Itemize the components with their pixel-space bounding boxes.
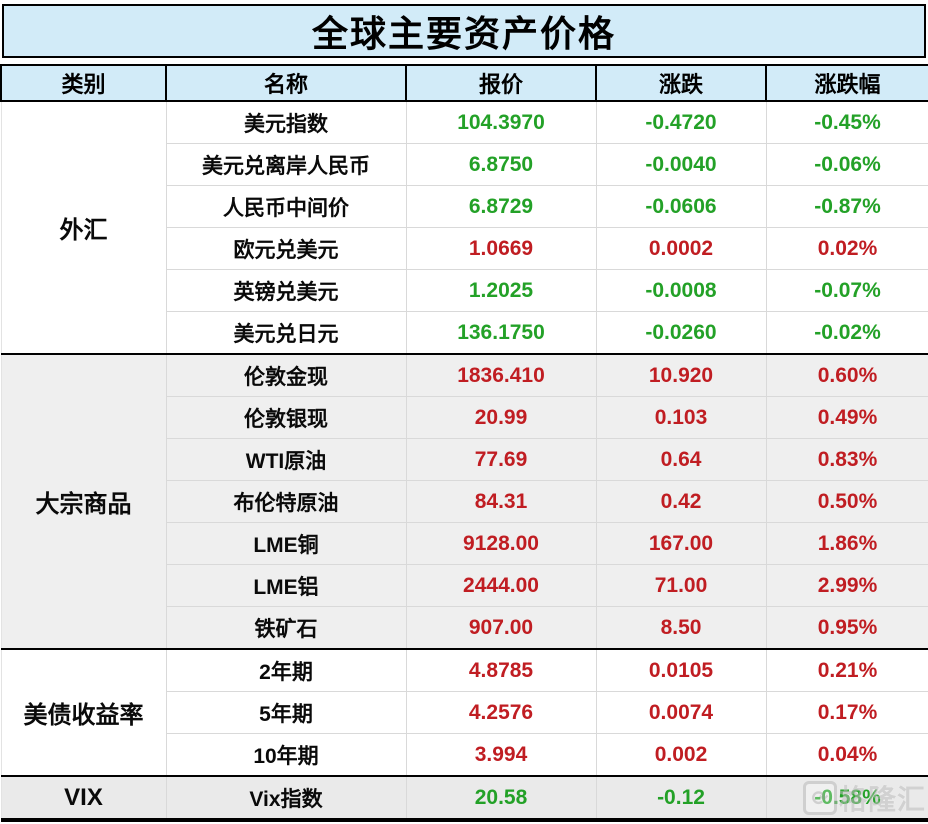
quote-cell: 1.2025	[406, 269, 597, 312]
change-cell: 0.103	[596, 396, 767, 439]
change-pct-cell: -0.06%	[766, 143, 928, 186]
change-pct-cell: 0.50%	[766, 480, 928, 523]
table-row: 美元兑日元 136.1750 -0.0260 -0.02%	[1, 311, 928, 355]
table-row: 10年期 3.994 0.002 0.04%	[1, 733, 928, 777]
quote-cell: 907.00	[406, 606, 597, 650]
table-row: VIX Vix指数 20.58 -0.12 -0.58%	[1, 776, 928, 822]
name-cell: 伦敦金现	[166, 354, 407, 397]
name-cell: Vix指数	[166, 776, 407, 822]
page-title: 全球主要资产价格	[311, 13, 616, 54]
change-pct-cell: -0.87%	[766, 185, 928, 228]
table-row: WTI原油 77.69 0.64 0.83%	[1, 438, 928, 481]
change-pct-cell: 0.02%	[766, 227, 928, 270]
table-row: LME铝 2444.00 71.00 2.99%	[1, 564, 928, 607]
quote-cell: 9128.00	[406, 522, 597, 565]
name-cell: 人民币中间价	[166, 185, 407, 228]
change-cell: 0.0002	[596, 227, 767, 270]
change-cell: -0.0260	[596, 311, 767, 355]
table-row: 人民币中间价 6.8729 -0.0606 -0.87%	[1, 185, 928, 228]
quote-cell: 84.31	[406, 480, 597, 523]
change-pct-cell: -0.02%	[766, 311, 928, 355]
quote-cell: 1.0669	[406, 227, 597, 270]
category-cell: 外汇	[1, 101, 167, 355]
change-cell: 0.0105	[596, 649, 767, 692]
change-pct-cell: 2.99%	[766, 564, 928, 607]
header-row: 类别 名称 报价 涨跌 涨跌幅	[0, 64, 928, 102]
change-pct-cell: -0.45%	[766, 101, 928, 144]
change-cell: 71.00	[596, 564, 767, 607]
change-cell: -0.4720	[596, 101, 767, 144]
table-row: 伦敦银现 20.99 0.103 0.49%	[1, 396, 928, 439]
name-cell: WTI原油	[166, 438, 407, 481]
name-cell: 欧元兑美元	[166, 227, 407, 270]
change-cell: 0.002	[596, 733, 767, 777]
quote-cell: 104.3970	[406, 101, 597, 144]
category-cell: VIX	[1, 776, 167, 822]
change-pct-cell: 0.83%	[766, 438, 928, 481]
name-cell: 美元兑离岸人民币	[166, 143, 407, 186]
name-cell: 2年期	[166, 649, 407, 692]
column-header: 涨跌幅	[765, 64, 928, 102]
name-cell: 10年期	[166, 733, 407, 777]
table-row: 美元兑离岸人民币 6.8750 -0.0040 -0.06%	[1, 143, 928, 186]
change-pct-cell: -0.58%	[766, 776, 928, 822]
change-cell: 0.42	[596, 480, 767, 523]
quote-cell: 136.1750	[406, 311, 597, 355]
table-row: 铁矿石 907.00 8.50 0.95%	[1, 606, 928, 650]
name-cell: LME铝	[166, 564, 407, 607]
name-cell: LME铜	[166, 522, 407, 565]
quote-cell: 6.8750	[406, 143, 597, 186]
quote-cell: 4.2576	[406, 691, 597, 734]
change-pct-cell: 0.04%	[766, 733, 928, 777]
name-cell: 美元兑日元	[166, 311, 407, 355]
name-cell: 美元指数	[166, 101, 407, 144]
change-cell: 0.64	[596, 438, 767, 481]
table-row: 5年期 4.2576 0.0074 0.17%	[1, 691, 928, 734]
change-cell: -0.0008	[596, 269, 767, 312]
change-pct-cell: 0.21%	[766, 649, 928, 692]
change-pct-cell: 0.49%	[766, 396, 928, 439]
quote-cell: 20.99	[406, 396, 597, 439]
name-cell: 铁矿石	[166, 606, 407, 650]
change-pct-cell: -0.07%	[766, 269, 928, 312]
table-row: 欧元兑美元 1.0669 0.0002 0.02%	[1, 227, 928, 270]
quote-cell: 77.69	[406, 438, 597, 481]
quote-cell: 1836.410	[406, 354, 597, 397]
quote-cell: 2444.00	[406, 564, 597, 607]
name-cell: 布伦特原油	[166, 480, 407, 523]
change-cell: -0.0040	[596, 143, 767, 186]
category-cell: 大宗商品	[1, 354, 167, 650]
quote-cell: 3.994	[406, 733, 597, 777]
quote-cell: 4.8785	[406, 649, 597, 692]
name-cell: 英镑兑美元	[166, 269, 407, 312]
change-pct-cell: 0.60%	[766, 354, 928, 397]
change-cell: 167.00	[596, 522, 767, 565]
change-cell: -0.0606	[596, 185, 767, 228]
column-header: 名称	[165, 64, 407, 102]
column-header: 类别	[0, 64, 167, 102]
table-row: 美债收益率 2年期 4.8785 0.0105 0.21%	[1, 649, 928, 777]
change-cell: 0.0074	[596, 691, 767, 734]
table-row: 布伦特原油 84.31 0.42 0.50%	[1, 480, 928, 523]
quote-cell: 20.58	[406, 776, 597, 822]
page-title-bar: 全球主要资产价格	[2, 4, 926, 58]
table-row: 大宗商品 伦敦金现 1836.410 10.920 0.60%	[1, 354, 928, 650]
table-row: LME铜 9128.00 167.00 1.86%	[1, 522, 928, 565]
column-header: 涨跌	[595, 64, 767, 102]
change-pct-cell: 0.17%	[766, 691, 928, 734]
table-row: 英镑兑美元 1.2025 -0.0008 -0.07%	[1, 269, 928, 312]
quote-cell: 6.8729	[406, 185, 597, 228]
table-row: 外汇 美元指数 104.3970 -0.4720 -0.45%	[1, 101, 928, 355]
name-cell: 5年期	[166, 691, 407, 734]
table-body: 外汇 美元指数 104.3970 -0.4720 -0.45% 美元兑离岸人民币 6.875…	[1, 101, 928, 822]
change-cell: 8.50	[596, 606, 767, 650]
column-header: 报价	[405, 64, 597, 102]
change-cell: -0.12	[596, 776, 767, 822]
change-cell: 10.920	[596, 354, 767, 397]
change-pct-cell: 1.86%	[766, 522, 928, 565]
change-pct-cell: 0.95%	[766, 606, 928, 650]
name-cell: 伦敦银现	[166, 396, 407, 439]
category-cell: 美债收益率	[1, 649, 167, 777]
asset-price-table: 类别 名称 报价 涨跌 涨跌幅 外汇 美元指数 104.3970 -0.4720 -0.45% 美…	[0, 64, 928, 822]
